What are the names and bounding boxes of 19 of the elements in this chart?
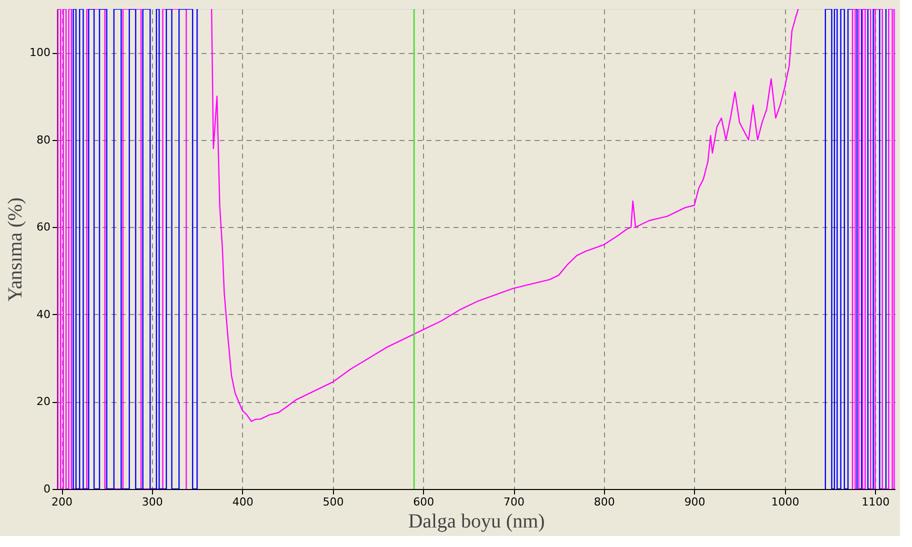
x-tick-label: 600: [413, 496, 434, 508]
y-tick-label: 100: [30, 46, 50, 60]
x-axis-title: Dalga boyu (nm): [408, 510, 545, 532]
x-tick-label: 900: [684, 496, 706, 508]
y-tick-label: 60: [36, 220, 50, 234]
x-tick-label: 700: [504, 496, 525, 508]
x-tick-label: 400: [232, 496, 254, 508]
y-axis-title: Yansıma (%): [4, 197, 27, 302]
y-tick-label: 40: [36, 308, 50, 321]
y-tick-label: 0: [44, 482, 50, 496]
x-tick-label: 500: [322, 496, 344, 508]
x-tick-label: 800: [594, 496, 615, 508]
x-tick-label: 300: [142, 496, 163, 508]
line-series: [210, 9, 799, 422]
x-tick-label: 1000: [771, 496, 800, 508]
y-tick-label: 20: [36, 395, 50, 408]
y-tick-label: 80: [36, 133, 50, 146]
x-tick-label: 200: [52, 496, 73, 508]
x-tick-label: 1100: [862, 496, 890, 508]
